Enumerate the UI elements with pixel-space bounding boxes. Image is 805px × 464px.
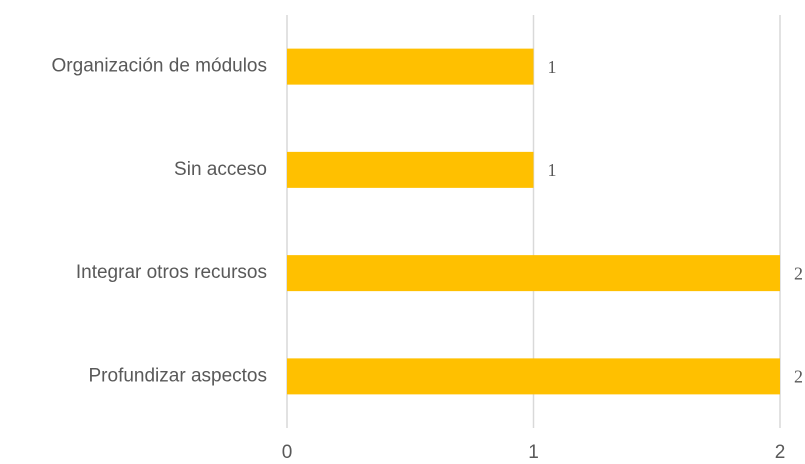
y-tick-label: Integrar otros recursos	[76, 262, 267, 283]
x-tick-label: 0	[282, 442, 293, 463]
y-tick-label: Sin acceso	[174, 159, 267, 180]
bar	[287, 151, 534, 188]
x-tick-label: 1	[528, 442, 539, 463]
data-label: 1	[548, 160, 557, 180]
data-label: 2	[794, 367, 803, 387]
y-tick-label: Organización de módulos	[52, 56, 267, 77]
y-tick-label: Profundizar aspectos	[89, 365, 268, 386]
x-tick-label: 2	[775, 442, 786, 463]
data-label: 1	[548, 57, 557, 77]
bar	[287, 358, 780, 395]
data-label: 2	[794, 263, 803, 283]
bar	[287, 48, 534, 85]
bar	[287, 255, 780, 292]
